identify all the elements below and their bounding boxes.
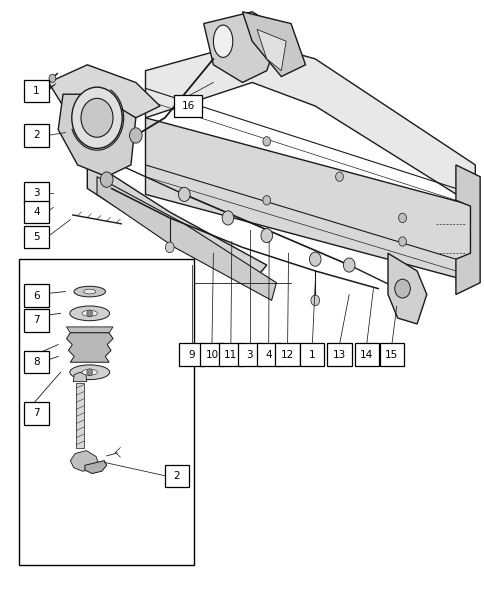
- FancyBboxPatch shape: [24, 284, 48, 307]
- Polygon shape: [87, 159, 266, 283]
- Circle shape: [309, 252, 320, 266]
- Text: 8: 8: [33, 358, 40, 367]
- Ellipse shape: [70, 306, 109, 320]
- Ellipse shape: [74, 286, 106, 297]
- Text: 4: 4: [265, 350, 272, 359]
- Ellipse shape: [82, 369, 97, 375]
- FancyBboxPatch shape: [24, 201, 48, 223]
- Polygon shape: [145, 41, 474, 206]
- Polygon shape: [58, 94, 136, 177]
- FancyBboxPatch shape: [19, 259, 194, 565]
- Polygon shape: [85, 461, 106, 474]
- FancyBboxPatch shape: [24, 402, 48, 425]
- Circle shape: [343, 258, 354, 272]
- Circle shape: [178, 187, 190, 201]
- Circle shape: [81, 98, 113, 137]
- FancyBboxPatch shape: [24, 80, 48, 102]
- Polygon shape: [203, 12, 281, 82]
- Ellipse shape: [70, 365, 109, 380]
- Polygon shape: [145, 118, 474, 283]
- Circle shape: [222, 211, 233, 225]
- FancyBboxPatch shape: [24, 182, 48, 204]
- Polygon shape: [257, 29, 286, 71]
- Text: 16: 16: [181, 101, 195, 111]
- Circle shape: [398, 213, 406, 223]
- Polygon shape: [70, 451, 102, 471]
- FancyBboxPatch shape: [237, 343, 261, 366]
- Circle shape: [49, 74, 56, 82]
- Polygon shape: [73, 372, 87, 382]
- Circle shape: [335, 172, 343, 181]
- Text: 2: 2: [173, 471, 180, 481]
- Bar: [76, 383, 84, 448]
- Text: 4: 4: [33, 207, 40, 217]
- Circle shape: [87, 369, 92, 376]
- Text: 6: 6: [33, 291, 40, 300]
- Circle shape: [398, 237, 406, 246]
- Text: 7: 7: [33, 316, 40, 325]
- Text: 11: 11: [224, 350, 237, 359]
- Circle shape: [129, 128, 142, 143]
- Polygon shape: [66, 333, 113, 362]
- Circle shape: [100, 172, 113, 187]
- Text: 13: 13: [332, 350, 346, 359]
- Circle shape: [165, 242, 174, 253]
- Text: 10: 10: [205, 350, 218, 359]
- Polygon shape: [66, 327, 113, 333]
- Circle shape: [260, 229, 272, 243]
- Text: 9: 9: [188, 350, 195, 359]
- FancyBboxPatch shape: [165, 465, 189, 487]
- Circle shape: [262, 137, 270, 146]
- FancyBboxPatch shape: [327, 343, 351, 366]
- FancyBboxPatch shape: [24, 124, 48, 147]
- FancyBboxPatch shape: [275, 343, 299, 366]
- Ellipse shape: [83, 289, 95, 294]
- Circle shape: [262, 196, 270, 205]
- Text: 7: 7: [33, 409, 40, 418]
- Polygon shape: [455, 165, 479, 294]
- Polygon shape: [97, 177, 276, 300]
- Polygon shape: [48, 65, 160, 118]
- FancyBboxPatch shape: [379, 343, 403, 366]
- Text: 14: 14: [359, 350, 373, 359]
- Text: 2: 2: [33, 131, 40, 140]
- Text: 5: 5: [33, 232, 40, 241]
- Polygon shape: [242, 12, 305, 77]
- Text: 12: 12: [280, 350, 294, 359]
- FancyBboxPatch shape: [24, 226, 48, 248]
- FancyBboxPatch shape: [24, 351, 48, 373]
- Text: 3: 3: [33, 188, 40, 198]
- FancyBboxPatch shape: [174, 95, 202, 117]
- Circle shape: [394, 279, 409, 298]
- Circle shape: [310, 295, 319, 306]
- FancyBboxPatch shape: [179, 343, 203, 366]
- Text: 1: 1: [33, 87, 40, 96]
- Circle shape: [72, 87, 122, 148]
- Circle shape: [87, 310, 92, 317]
- FancyBboxPatch shape: [199, 343, 224, 366]
- Ellipse shape: [213, 25, 232, 58]
- FancyBboxPatch shape: [354, 343, 378, 366]
- Ellipse shape: [82, 310, 97, 316]
- Polygon shape: [387, 253, 426, 324]
- Text: 1: 1: [308, 350, 315, 359]
- FancyBboxPatch shape: [24, 309, 48, 332]
- FancyBboxPatch shape: [256, 343, 280, 366]
- FancyBboxPatch shape: [218, 343, 242, 366]
- Text: 15: 15: [384, 350, 398, 359]
- FancyBboxPatch shape: [300, 343, 324, 366]
- Text: 3: 3: [246, 350, 253, 359]
